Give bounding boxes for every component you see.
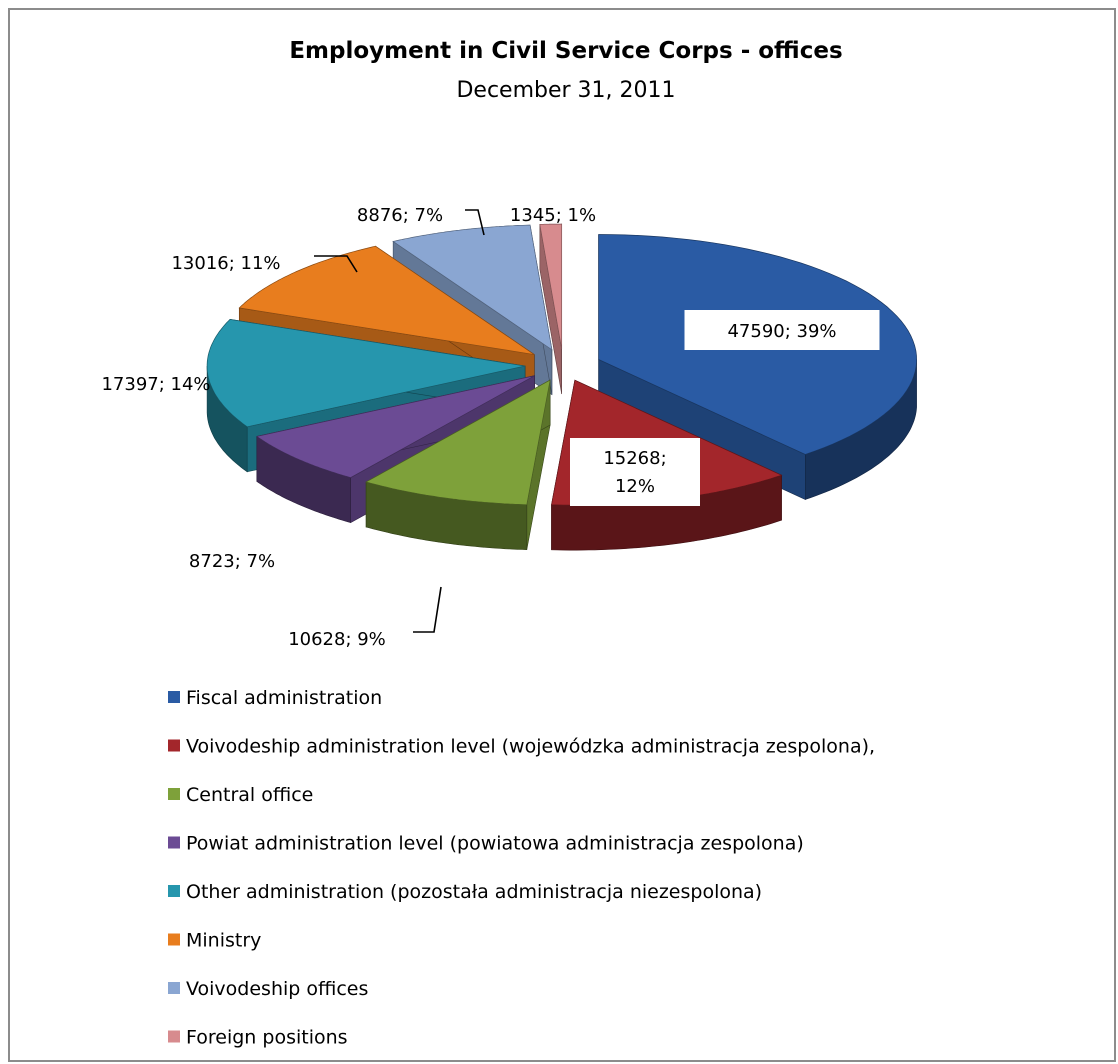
chart-title: Employment in Civil Service Corps - offi…	[289, 38, 842, 64]
leader-line	[413, 586, 442, 633]
legend-item-other-administration: Other administration (pozostała administ…	[168, 881, 762, 903]
leader-lines	[314, 209, 485, 633]
data-label-foreign-positions: 1345; 1%	[510, 205, 596, 226]
data-label-text: 8876; 7%	[357, 205, 443, 226]
data-label-central-office: 10628; 9%	[288, 629, 386, 650]
data-label-ministry: 13016; 11%	[171, 253, 280, 274]
data-label-voivodeship-offices: 8876; 7%	[357, 205, 443, 226]
slice-top	[238, 245, 535, 355]
legend-label: Other administration (pozostała administ…	[186, 881, 762, 903]
legend-swatch	[168, 691, 180, 703]
legend-label: Foreign positions	[186, 1027, 348, 1049]
legend-label: Central office	[186, 784, 313, 806]
slice-top	[206, 319, 526, 428]
data-label-text: 1345; 1%	[510, 205, 596, 226]
data-label-voivodeship-administration-level: 15268; 12%	[570, 438, 700, 506]
legend-item-fiscal-administration: Fiscal administration	[168, 687, 382, 709]
legend-item-powiat-administration-level: Powiat administration level (powiatowa a…	[168, 833, 804, 855]
pie-slices	[206, 223, 917, 551]
legend: Fiscal administration Voivodeship adminis…	[168, 687, 875, 1049]
chart-subtitle: December 31, 2011	[456, 78, 675, 103]
legend-label: Ministry	[186, 930, 261, 952]
legend-item-ministry: Ministry	[168, 930, 261, 952]
leader-line	[314, 255, 358, 273]
legend-label: Voivodeship administration level (wojewó…	[186, 736, 875, 758]
data-label-text: 8723; 7%	[189, 551, 275, 572]
data-label-box	[570, 438, 700, 506]
leader-line	[465, 209, 485, 236]
legend-item-central-office: Central office	[168, 784, 313, 806]
legend-swatch	[168, 982, 180, 994]
data-label-text: 13016; 11%	[171, 253, 280, 274]
legend-swatch	[168, 836, 180, 849]
legend-label: Voivodeship offices	[186, 978, 368, 1000]
data-label-line: 12%	[615, 476, 655, 497]
data-label-box	[684, 310, 880, 350]
legend-swatch	[168, 788, 180, 800]
legend-label: Fiscal administration	[186, 687, 382, 709]
legend-item-voivodeship-administration-level: Voivodeship administration level (wojewó…	[168, 736, 875, 758]
data-label-text: 17397; 14%	[101, 374, 210, 395]
data-label-other-administration: 17397; 14%	[101, 374, 210, 395]
slice-top	[392, 224, 553, 351]
legend-swatch	[168, 739, 180, 752]
slice-central-office	[365, 379, 551, 551]
slice-foreign-positions	[539, 223, 563, 395]
data-label-text: 47590; 39%	[727, 321, 836, 342]
legend-label: Powiat administration level (powiatowa a…	[186, 833, 804, 855]
legend-swatch	[168, 1030, 180, 1043]
slice-top	[255, 375, 535, 478]
legend-item-voivodeship-offices: Voivodeship offices	[168, 978, 368, 1000]
legend-swatch	[168, 933, 180, 946]
legend-item-foreign-positions: Foreign positions	[168, 1027, 348, 1049]
slice-top	[365, 379, 551, 506]
legend-swatch	[168, 885, 180, 897]
data-label-powiat-administration-level: 8723; 7%	[189, 551, 275, 572]
data-label-line: 15268;	[603, 448, 666, 469]
data-labels: 47590; 39% 15268; 12% 10628; 9% 8723; 7% 1739…	[101, 205, 880, 650]
data-label-text: 10628; 9%	[288, 629, 386, 650]
data-label-fiscal-administration: 47590; 39%	[684, 310, 880, 350]
slice-top	[539, 223, 563, 350]
